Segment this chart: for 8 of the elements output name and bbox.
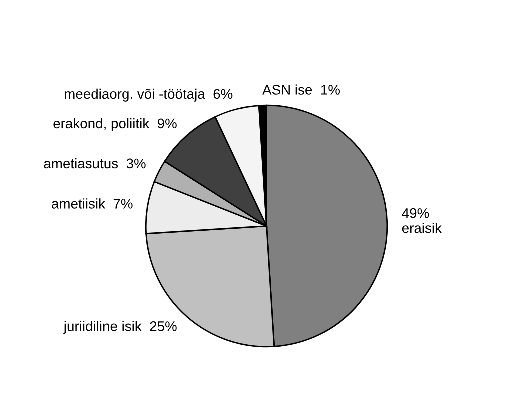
slice-label: juriidiline isik 25% — [64, 321, 177, 334]
data-label: 49% — [402, 208, 430, 218]
slice-label: eraisik — [402, 223, 442, 234]
slice-label: ASN ise 1% — [262, 84, 340, 95]
slice-label: erakond, poliitik 9% — [54, 118, 177, 132]
slice-label: ametiisik 7% — [52, 198, 133, 209]
slice-label: ametiasutus 3% — [44, 158, 146, 169]
slice-label: meediaorg. või -töötaja 6% — [65, 88, 233, 102]
